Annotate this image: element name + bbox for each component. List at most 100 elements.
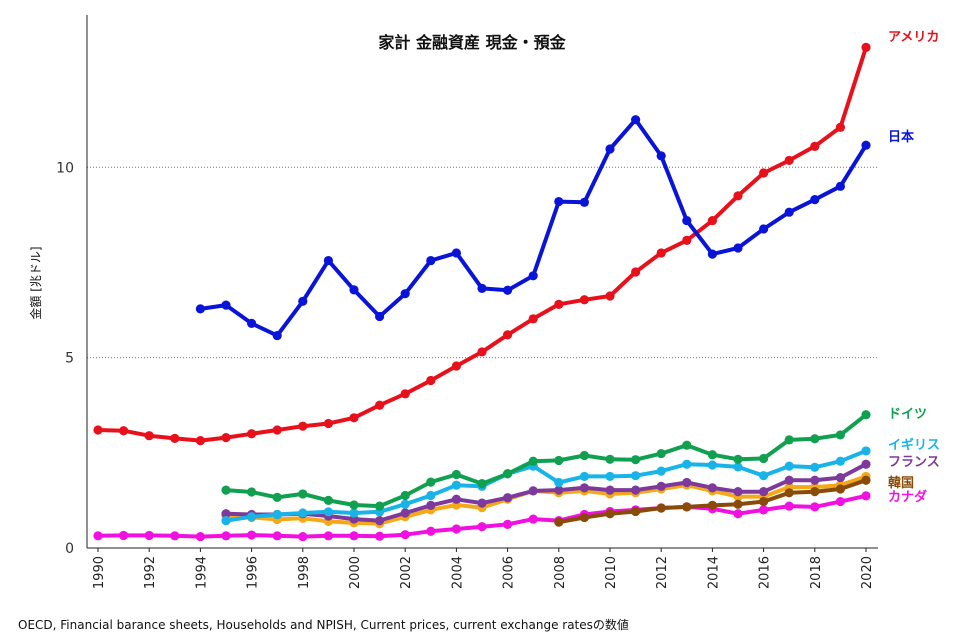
data-point — [426, 526, 436, 536]
y-tick-label: 0 — [65, 541, 74, 557]
data-point — [451, 361, 461, 371]
data-point — [528, 514, 538, 524]
x-tick-label: 2018 — [809, 556, 824, 589]
data-point — [477, 347, 487, 357]
data-point — [451, 469, 461, 480]
series-イギリス — [221, 446, 871, 526]
data-point — [451, 248, 461, 258]
x-tick-label: 1998 — [297, 556, 312, 589]
data-point — [579, 450, 590, 461]
data-point — [631, 471, 641, 481]
data-point — [451, 480, 461, 490]
data-point — [605, 485, 615, 495]
x-tick-label: 1996 — [246, 556, 261, 589]
x-tick-label: 2012 — [655, 556, 670, 589]
data-point — [861, 446, 871, 456]
data-point — [605, 144, 615, 154]
data-point — [528, 456, 538, 466]
data-point — [93, 531, 103, 541]
data-point — [759, 505, 769, 515]
data-point — [221, 300, 231, 310]
data-point — [247, 487, 257, 497]
data-point — [631, 115, 641, 125]
data-point — [835, 496, 846, 507]
data-point — [554, 196, 564, 207]
data-point — [528, 486, 538, 496]
data-point — [400, 289, 410, 299]
data-point — [195, 531, 205, 542]
data-point — [605, 509, 615, 519]
data-point — [221, 531, 231, 541]
data-point — [119, 530, 129, 541]
data-point — [682, 215, 692, 226]
data-point — [426, 477, 436, 487]
chart-title: 家計 金融資産 現金・預金 — [378, 33, 566, 52]
x-tick-label: 2014 — [706, 556, 721, 589]
data-point — [170, 531, 180, 541]
data-point — [759, 453, 769, 464]
data-point — [503, 493, 513, 503]
data-point — [733, 487, 743, 497]
data-point — [579, 295, 590, 305]
data-point — [477, 283, 487, 293]
data-point — [861, 140, 871, 150]
data-point — [707, 249, 718, 259]
x-tick-label: 2016 — [758, 556, 773, 589]
data-point — [426, 255, 436, 266]
series-group — [93, 42, 871, 542]
data-point — [195, 436, 205, 446]
data-point — [759, 471, 769, 481]
y-tick-label: 5 — [65, 351, 74, 367]
data-point — [707, 483, 718, 493]
data-point — [375, 515, 385, 526]
data-point — [554, 455, 564, 466]
data-point — [784, 435, 794, 445]
data-point — [579, 471, 590, 482]
data-point — [631, 455, 641, 465]
data-point — [835, 472, 846, 483]
data-point — [554, 485, 564, 495]
data-point — [861, 42, 871, 52]
data-point — [323, 531, 333, 541]
series-label-日本: 日本 — [888, 129, 914, 145]
data-point — [554, 477, 564, 488]
data-point — [733, 191, 743, 201]
data-point — [733, 499, 743, 509]
data-point — [298, 508, 308, 518]
data-point — [477, 498, 487, 508]
data-point — [656, 466, 666, 476]
series-韓国 — [554, 475, 871, 527]
data-point — [861, 410, 871, 420]
data-point — [221, 432, 231, 443]
data-point — [784, 155, 794, 166]
data-point — [682, 440, 692, 450]
data-point — [835, 456, 846, 466]
data-point — [221, 515, 231, 526]
x-tick-label: 1992 — [143, 556, 158, 589]
data-point — [682, 477, 692, 488]
data-point — [247, 318, 257, 328]
series-label-ドイツ: ドイツ — [888, 407, 927, 422]
series-label-イギリス: イギリス — [888, 437, 940, 453]
data-point — [400, 490, 410, 501]
data-point — [298, 489, 308, 499]
x-tick-label: 2000 — [348, 556, 363, 589]
data-point — [835, 430, 846, 440]
data-point — [707, 450, 718, 460]
data-point — [323, 418, 333, 429]
data-point — [144, 530, 154, 541]
data-point — [221, 485, 231, 495]
data-point — [579, 512, 590, 523]
data-point — [784, 501, 794, 511]
data-point — [528, 314, 538, 324]
data-point — [400, 508, 410, 518]
data-point — [631, 506, 641, 517]
data-point — [349, 285, 359, 295]
data-point — [375, 501, 385, 511]
data-point — [784, 488, 794, 498]
data-point — [759, 487, 769, 497]
x-tick-label: 2004 — [450, 556, 465, 589]
data-point — [810, 141, 820, 151]
